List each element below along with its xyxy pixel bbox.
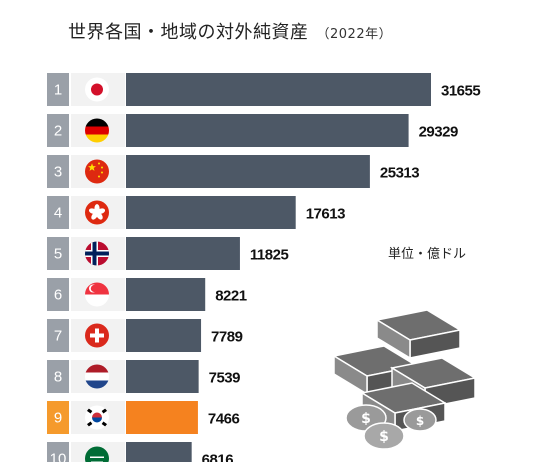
switzerland-flag <box>85 323 109 348</box>
flag-stripe <box>85 364 109 373</box>
flag-sun <box>91 83 103 96</box>
rank-label: 1 <box>54 82 62 99</box>
flag-small-star <box>98 162 100 165</box>
bar <box>126 278 206 311</box>
rank-cell <box>47 401 69 434</box>
flag-moon-cut <box>90 284 98 293</box>
south-korea-flag <box>85 405 109 430</box>
rank-cell <box>47 360 69 393</box>
bar <box>126 237 240 270</box>
rank-cell <box>47 237 69 270</box>
bar-row: 5 11825 <box>47 237 289 270</box>
flag-stripe <box>85 294 109 307</box>
netherlands-flag <box>85 364 109 389</box>
rank-label: 4 <box>54 205 62 222</box>
svg-text:$: $ <box>361 411 371 427</box>
rank-cell <box>47 442 69 462</box>
rank-label: 6 <box>54 287 62 304</box>
japan-flag <box>85 77 109 102</box>
flag-cross <box>90 333 104 338</box>
bar <box>126 196 296 229</box>
flag-taegeuk-blue <box>92 417 102 423</box>
bar-row: 2 29329 <box>47 114 458 147</box>
value-label: 31655 <box>441 83 480 100</box>
rank-label: 2 <box>54 123 62 140</box>
rank-label: 8 <box>54 369 62 386</box>
rank-cell <box>47 155 69 188</box>
chart-title-year: （2022年） <box>316 27 393 42</box>
bar <box>126 155 370 188</box>
bar-row: 3 25313 <box>47 155 420 188</box>
bar-row: 1 31655 <box>47 73 481 106</box>
flag-petal <box>91 212 98 220</box>
svg-text:$: $ <box>379 429 389 445</box>
germany-flag <box>85 118 109 143</box>
china-flag <box>85 159 109 184</box>
bar <box>126 319 202 352</box>
chart-title-main: 世界各国・地域の対外純資産 <box>68 22 309 43</box>
bar <box>126 401 198 434</box>
value-label: 7466 <box>208 411 240 428</box>
bar <box>126 114 409 147</box>
svg-text:$: $ <box>416 414 424 428</box>
bar-row: 6 8221 <box>47 278 247 311</box>
value-label: 17613 <box>306 206 345 223</box>
rank-cell <box>47 114 69 147</box>
rank-cell <box>47 73 69 106</box>
flag-stripe <box>85 134 109 143</box>
flag-stripe <box>85 372 109 381</box>
rank-label: 10 <box>50 451 67 462</box>
hong-kong-flag <box>85 200 109 225</box>
flag-cross-blue <box>85 251 109 256</box>
bar <box>126 73 431 106</box>
bar <box>126 442 192 462</box>
rank-cell <box>47 278 69 311</box>
flag-stripe <box>85 380 109 389</box>
value-label: 7539 <box>209 370 241 387</box>
flag-small-star <box>101 166 103 169</box>
flag-script <box>90 456 104 458</box>
value-label: 11825 <box>250 247 289 264</box>
bar-row: 9 7466 <box>47 401 240 434</box>
flag-field <box>85 159 109 184</box>
flag-stripe <box>85 126 109 135</box>
rank-cell <box>47 319 69 352</box>
bar-row: 10 6816 <box>47 442 234 462</box>
flag-petal <box>88 208 98 214</box>
rank-label: 7 <box>54 328 62 345</box>
flag-petal <box>96 212 103 220</box>
value-label: 7789 <box>211 329 243 346</box>
bar-row: 8 7539 <box>47 360 241 393</box>
flag-small-star <box>101 171 103 174</box>
rank-cell <box>47 196 69 229</box>
flag-field <box>85 446 109 462</box>
singapore-flag <box>85 282 109 307</box>
chart-title: 世界各国・地域の対外純資産 （2022年） <box>68 18 392 44</box>
flag-stripe <box>85 118 109 127</box>
money-stack-icon: $ $ $ <box>332 309 478 450</box>
rank-label: 3 <box>54 164 62 181</box>
bar-row: 4 17613 <box>47 196 346 229</box>
value-label: 8221 <box>215 288 247 305</box>
value-label: 25313 <box>380 165 419 182</box>
rank-label: 9 <box>54 410 62 427</box>
bar <box>126 360 199 393</box>
norway-flag <box>85 241 109 266</box>
flag-star <box>88 163 96 171</box>
value-label: 29329 <box>419 124 458 141</box>
bar-row: 7 7789 <box>47 319 243 352</box>
unit-label: 単位・億ドル <box>388 247 467 262</box>
flag-small-star <box>98 175 100 178</box>
rank-label: 5 <box>54 246 62 263</box>
value-label: 6816 <box>202 452 234 462</box>
flag-taegeuk-red <box>92 412 102 418</box>
